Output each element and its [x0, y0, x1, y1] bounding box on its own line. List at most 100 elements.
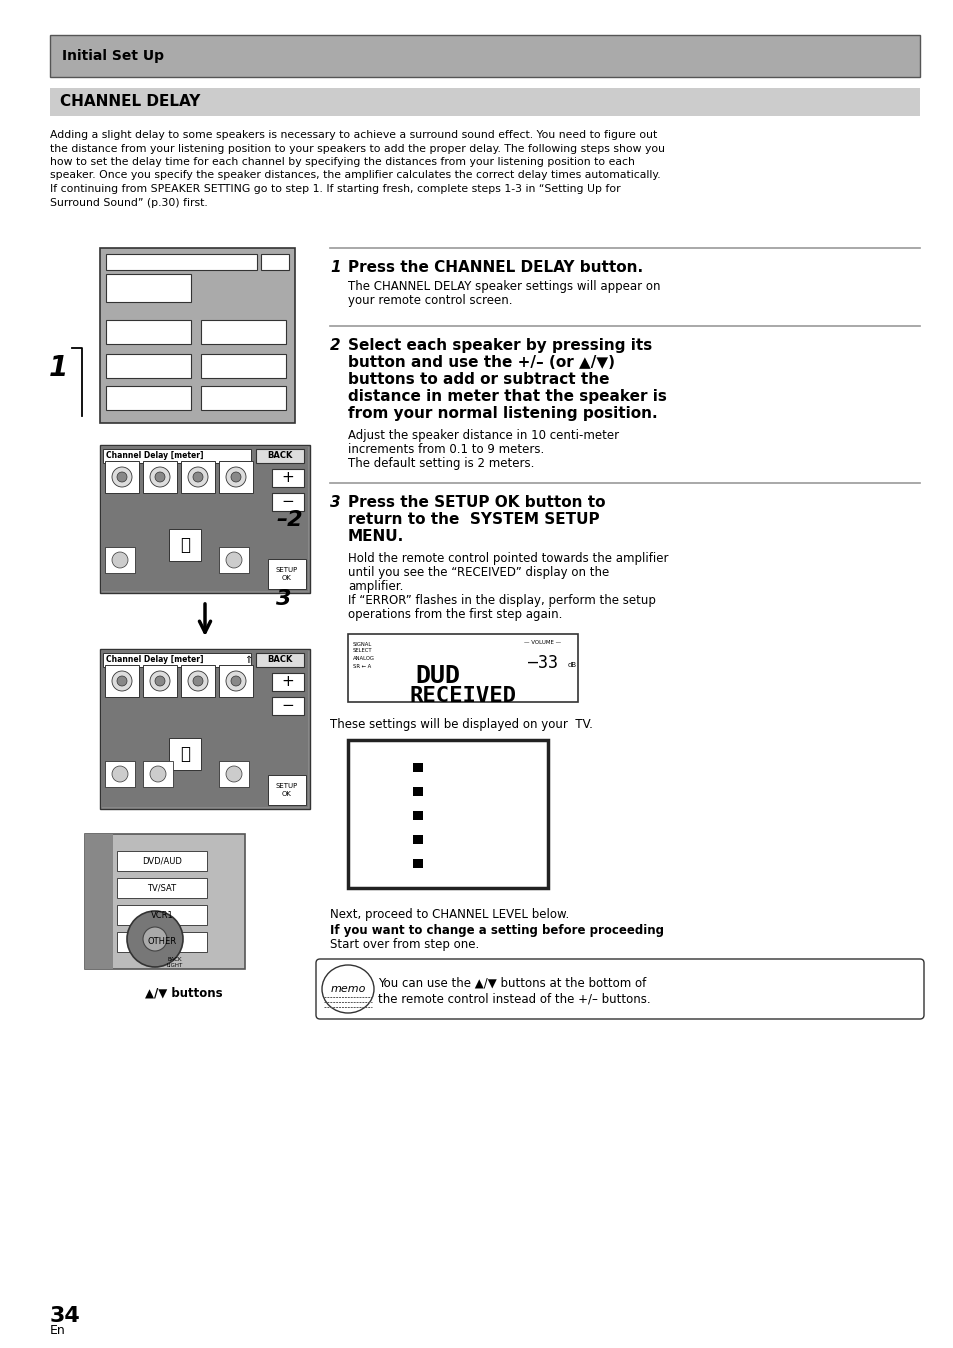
Text: +: + — [281, 470, 294, 485]
Bar — [268, 559, 306, 589]
Bar — [201, 355, 286, 377]
Ellipse shape — [322, 965, 374, 1012]
Bar — [181, 461, 214, 493]
Text: 3: 3 — [275, 589, 292, 609]
Circle shape — [226, 551, 242, 568]
Bar — [100, 445, 310, 593]
Circle shape — [226, 466, 246, 487]
Bar — [85, 834, 112, 969]
Text: Select each speaker by pressing its: Select each speaker by pressing its — [348, 338, 652, 353]
Bar — [348, 634, 578, 702]
Circle shape — [193, 472, 203, 483]
Text: The default setting is 2 meters.: The default setting is 2 meters. — [348, 457, 534, 470]
Text: 1: 1 — [330, 260, 340, 275]
Bar — [103, 449, 251, 462]
Text: If continuing from SPEAKER SETTING go to step 1. If starting fresh, complete ste: If continuing from SPEAKER SETTING go to… — [50, 183, 620, 194]
Bar — [181, 665, 214, 697]
Circle shape — [150, 466, 170, 487]
Text: En: En — [50, 1324, 66, 1337]
Text: The CHANNEL DELAY speaker settings will appear on: The CHANNEL DELAY speaker settings will … — [348, 280, 659, 293]
Bar — [255, 449, 304, 462]
Text: Press the SETUP OK button to: Press the SETUP OK button to — [348, 495, 605, 510]
Bar — [169, 528, 201, 561]
Text: SIGNAL
SELECT: SIGNAL SELECT — [353, 642, 373, 652]
Text: the remote control instead of the +/– buttons.: the remote control instead of the +/– bu… — [377, 993, 650, 1006]
Bar — [105, 762, 135, 787]
Circle shape — [117, 675, 127, 686]
Text: until you see the “RECEIVED” display on the: until you see the “RECEIVED” display on … — [348, 566, 609, 580]
Text: ANALOG: ANALOG — [353, 656, 375, 661]
Circle shape — [231, 675, 241, 686]
Circle shape — [143, 927, 167, 950]
Text: ▲/▼ buttons: ▲/▼ buttons — [145, 987, 222, 1000]
Text: +: + — [281, 674, 294, 689]
Text: −: − — [281, 495, 294, 510]
Bar — [50, 88, 919, 116]
Bar — [143, 762, 172, 787]
Text: button and use the +/– (or ▲/▼): button and use the +/– (or ▲/▼) — [348, 355, 615, 369]
Bar — [268, 775, 306, 805]
Bar — [272, 673, 304, 692]
Text: 34: 34 — [50, 1306, 81, 1326]
Text: Channel Delay [meter]: Channel Delay [meter] — [106, 655, 203, 665]
Text: VCR1: VCR1 — [151, 910, 173, 919]
Bar — [348, 740, 547, 888]
Circle shape — [117, 472, 127, 483]
Text: BACK: BACK — [267, 655, 293, 665]
Bar — [413, 834, 422, 844]
Text: DVD/AUD: DVD/AUD — [142, 856, 182, 865]
Text: SETUP
OK: SETUP OK — [275, 568, 297, 581]
Bar — [106, 355, 191, 377]
Text: return to the  SYSTEM SETUP: return to the SYSTEM SETUP — [348, 512, 599, 527]
Text: Surround Sound” (p.30) first.: Surround Sound” (p.30) first. — [50, 198, 208, 208]
Bar — [105, 547, 135, 573]
Bar — [85, 834, 245, 969]
Bar — [105, 665, 139, 697]
Text: BACK
LIGHT: BACK LIGHT — [167, 957, 183, 968]
Circle shape — [112, 551, 128, 568]
Text: –33: –33 — [527, 654, 558, 673]
Text: dB: dB — [567, 662, 577, 669]
Text: RECEIVED: RECEIVED — [409, 686, 516, 706]
Text: ✋: ✋ — [180, 537, 190, 554]
Text: how to set the delay time for each channel by specifying the distances from your: how to set the delay time for each chann… — [50, 156, 634, 167]
Text: Initial Set Up: Initial Set Up — [62, 49, 164, 63]
Text: These settings will be displayed on your  TV.: These settings will be displayed on your… — [330, 718, 592, 731]
Circle shape — [112, 466, 132, 487]
Text: Hold the remote control pointed towards the amplifier: Hold the remote control pointed towards … — [348, 551, 668, 565]
Bar — [261, 253, 289, 270]
Text: CHANNEL DELAY: CHANNEL DELAY — [60, 94, 200, 109]
Bar — [106, 386, 191, 410]
Text: the distance from your listening position to your speakers to add the proper del: the distance from your listening positio… — [50, 143, 664, 154]
Text: Start over from step one.: Start over from step one. — [330, 938, 478, 950]
Bar — [102, 448, 308, 590]
Circle shape — [188, 466, 208, 487]
Bar — [272, 493, 304, 511]
Bar — [201, 386, 286, 410]
Bar — [50, 35, 919, 77]
Bar — [413, 763, 422, 772]
Text: If you want to change a setting before proceeding: If you want to change a setting before p… — [330, 923, 663, 937]
Text: 2: 2 — [330, 338, 340, 353]
Bar — [272, 697, 304, 714]
Bar — [105, 461, 139, 493]
Text: amplifier.: amplifier. — [348, 580, 403, 593]
Bar — [143, 665, 177, 697]
Text: You can use the ▲/▼ buttons at the bottom of: You can use the ▲/▼ buttons at the botto… — [377, 977, 645, 989]
Text: SETUP
OK: SETUP OK — [275, 783, 297, 797]
Bar — [106, 253, 256, 270]
Text: ⇑: ⇑ — [244, 655, 252, 665]
Text: ✋: ✋ — [180, 745, 190, 763]
Text: distance in meter that the speaker is: distance in meter that the speaker is — [348, 390, 666, 404]
Bar — [117, 878, 207, 898]
Text: –2: –2 — [275, 510, 302, 530]
Bar — [103, 652, 251, 667]
Text: BACK: BACK — [267, 452, 293, 461]
Text: increments from 0.1 to 9 meters.: increments from 0.1 to 9 meters. — [348, 443, 543, 456]
Text: — VOLUME —: — VOLUME — — [524, 640, 561, 644]
Circle shape — [127, 911, 183, 967]
Circle shape — [150, 766, 166, 782]
Bar — [219, 461, 253, 493]
Text: 3: 3 — [330, 495, 340, 510]
Bar — [117, 905, 207, 925]
